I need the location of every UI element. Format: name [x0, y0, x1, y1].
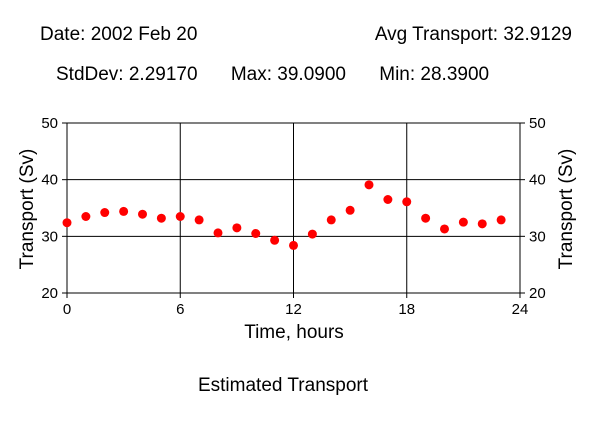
data-point: [213, 228, 223, 238]
data-point: [402, 197, 412, 207]
date-label: Date: 2002 Feb 20: [40, 24, 198, 45]
stddev-label: StdDev: 2.29170: [56, 64, 198, 85]
min-label: Min: 28.3900: [379, 64, 490, 85]
data-point: [232, 223, 242, 233]
chart-grid: [67, 123, 520, 293]
data-point: [81, 212, 91, 221]
chart-caption: Estimated Transport: [197, 375, 369, 396]
y-tick-label-left: 50: [41, 115, 58, 132]
data-point: [100, 208, 110, 218]
data-point: [138, 209, 147, 219]
data-point: [440, 224, 449, 234]
data-point: [364, 180, 374, 190]
y-tick-label-left: 30: [41, 228, 58, 245]
y-axis-label-left: Transport (Sv): [17, 149, 38, 270]
data-point: [156, 213, 166, 223]
y-tick-label-right: 20: [529, 285, 546, 302]
y-axis-label-right: Transport (Sv): [556, 149, 577, 270]
data-point: [251, 229, 261, 238]
x-tick-label: 12: [285, 301, 302, 318]
stats-line: StdDev: 2.29170 Max: 39.0900 Min: 28.390…: [56, 64, 489, 86]
data-point: [62, 218, 72, 228]
data-points: [62, 180, 506, 250]
max-label: Max: 39.0900: [230, 64, 346, 85]
y-tick-label-right: 30: [529, 228, 546, 245]
y-tick-label-left: 40: [41, 172, 58, 189]
data-point: [289, 240, 298, 250]
data-point: [270, 235, 280, 245]
data-point: [383, 195, 393, 204]
y-tick-label-right: 50: [529, 115, 546, 132]
avg-transport-label: Avg Transport: 32.9129: [374, 24, 572, 45]
x-axis-label: Time, hours: [244, 322, 344, 343]
data-point: [477, 219, 487, 229]
data-point: [496, 215, 506, 225]
data-point: [194, 215, 204, 225]
x-tick-label: 6: [176, 301, 184, 318]
x-tick-label: 18: [398, 301, 415, 318]
x-tick-label: 24: [512, 301, 529, 318]
data-point: [119, 206, 129, 216]
data-point: [326, 215, 336, 225]
y-tick-label-right: 40: [529, 172, 546, 189]
y-tick-label-left: 20: [41, 285, 58, 302]
x-tick-label: 0: [63, 301, 71, 318]
data-point: [421, 213, 431, 223]
data-point: [458, 217, 468, 227]
data-point: [307, 229, 317, 239]
data-point: [175, 212, 185, 221]
data-point: [345, 205, 355, 215]
